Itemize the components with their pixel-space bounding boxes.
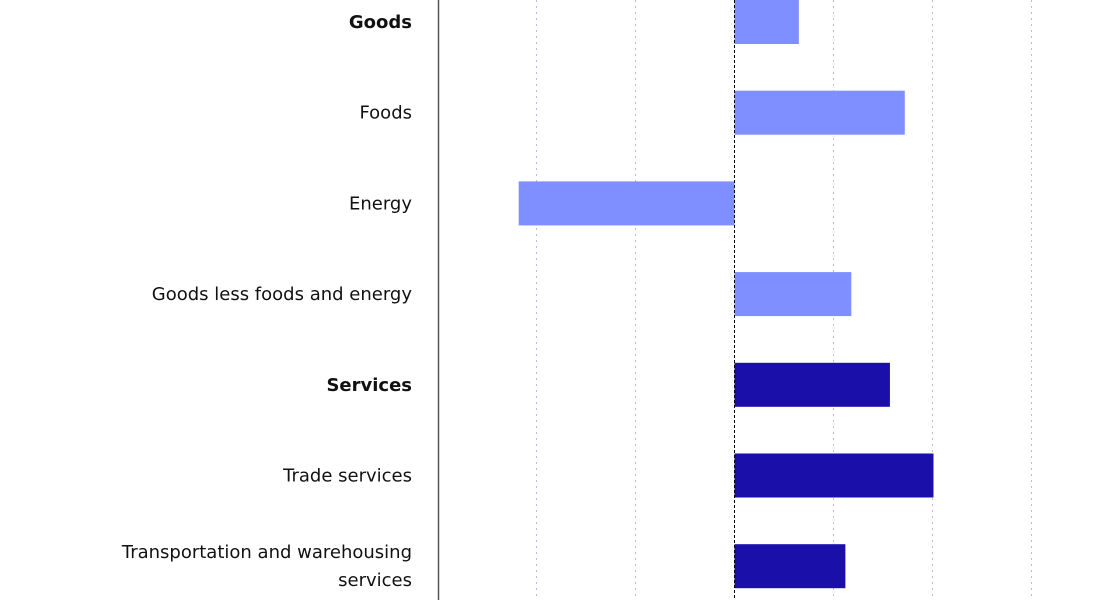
bars [518,0,934,589]
category-label: Goods [349,12,412,33]
bar-services [734,362,890,407]
bar-goods [734,0,799,44]
bar-energy [518,181,735,226]
category-label: Trade services [282,466,412,487]
bar-goods-less-foods-and-energy [734,272,852,317]
category-label: Transportation and warehousing services [121,542,412,591]
category-label: Foods [359,103,412,124]
bar-transportation-and-warehousing-services [734,544,846,589]
category-label: Energy [349,193,412,214]
bar-foods [734,90,905,135]
category-label: Goods less foods and energy [152,284,413,305]
category-label: Services [326,375,412,396]
category-labels: Goods Foods Energy Goods less foods and ene… [121,12,412,591]
bar-trade-services [734,453,934,498]
